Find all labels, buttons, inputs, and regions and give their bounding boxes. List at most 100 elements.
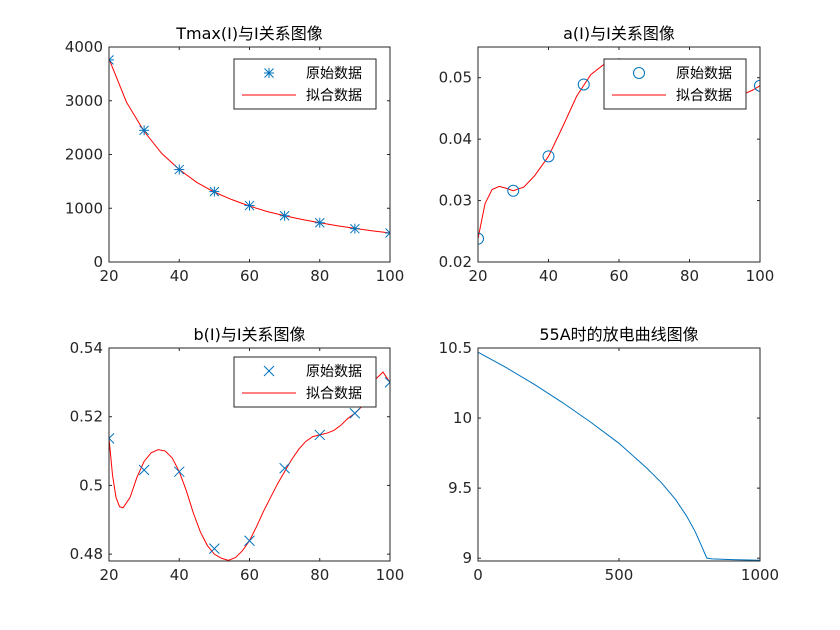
b-data-point-4 xyxy=(244,535,255,547)
b-data-point-5 xyxy=(279,462,290,474)
b-y-tick-label-0: 0.48 xyxy=(70,545,103,563)
tmax-chart-title: Tmax(I)与I关系图像 xyxy=(175,24,323,43)
tmax-x-tick-label-4: 100 xyxy=(376,267,405,285)
b-data-point-8 xyxy=(384,377,390,388)
b-data-point-0-stroke-1 xyxy=(109,437,115,444)
b-x-tick-label-0: 20 xyxy=(99,566,118,584)
b-data-point-4-stroke-2 xyxy=(244,535,255,547)
b-data xyxy=(109,371,390,561)
tmax-x-tick-label-2: 60 xyxy=(240,267,259,285)
tmax-data-point-4 xyxy=(244,200,255,211)
b-data-point-0 xyxy=(109,432,115,444)
a-legend-label-1: 拟合数据 xyxy=(676,88,732,104)
b-data-point-5-stroke-2 xyxy=(279,462,290,474)
a-data-point-8-shape xyxy=(754,79,760,92)
subplot-discharge: 55A时的放电曲线图像 0 500 1000 9 9.5 10 10.5 xyxy=(439,325,780,584)
tmax-legend-marker-0-stroke-4 xyxy=(264,68,274,78)
b-data-point-1-stroke-2 xyxy=(138,464,150,476)
discharge-plot-area xyxy=(478,348,760,561)
a-legend-box xyxy=(603,58,747,110)
tmax-y-tick-label-1: 1000 xyxy=(65,199,103,217)
b-chart-title: b(I)与I关系图像 xyxy=(193,325,305,344)
a-legend-marker-0-shape xyxy=(633,67,645,79)
discharge-y-tick-label-2: 10 xyxy=(453,409,472,427)
tmax-x-tick-label-3: 80 xyxy=(310,267,329,285)
a-data-point-2-shape xyxy=(542,150,555,163)
a-chart-title: a(I)与I关系图像 xyxy=(563,24,675,43)
tmax-data-point-4-stroke-4 xyxy=(244,200,255,211)
b-data-point-8-stroke-2 xyxy=(384,381,390,388)
a-y-tick-label-2: 0.04 xyxy=(439,130,472,148)
subplot-tmax: Tmax(I)与I关系图像 20 40 60 80 100010002000300040… xyxy=(65,24,405,285)
b-data-point-3 xyxy=(209,543,220,554)
tmax-data-point-2-stroke-4 xyxy=(174,164,185,175)
a-data-point-0 xyxy=(478,232,484,245)
tmax-data-point-1-stroke-4 xyxy=(139,125,149,136)
b-data-point-7-stroke-2 xyxy=(349,407,361,419)
b-legend-box xyxy=(233,356,377,408)
discharge-y-tick-label-3: 10.5 xyxy=(439,339,472,357)
a-x-tick-label-0: 20 xyxy=(468,267,487,285)
b-y-tick-label-1: 0.5 xyxy=(79,476,103,494)
b-legend-marker-0-stroke-2 xyxy=(263,365,275,377)
tmax-data-point-6 xyxy=(314,217,325,228)
discharge-x-tick-label-0: 0 xyxy=(473,566,483,584)
b-data-point-0-stroke-2 xyxy=(109,432,115,440)
b-data-point-3-stroke-2 xyxy=(209,543,220,554)
a-data-point-1 xyxy=(507,184,520,197)
tmax-data-point-7 xyxy=(349,223,360,234)
b-data-point-6-stroke-2 xyxy=(314,429,326,441)
discharge-data xyxy=(478,351,760,561)
tmax-data-point-6-stroke-4 xyxy=(314,217,325,228)
b-legend-label-0: 原始数据 xyxy=(306,364,362,380)
b-legend-label-1: 拟合数据 xyxy=(306,386,362,402)
b-data-point-2-stroke-2 xyxy=(173,466,185,478)
a-x-tick-label-2: 60 xyxy=(609,267,628,285)
a-data-point-0-shape xyxy=(478,232,484,245)
tmax-y-tick-label-3: 3000 xyxy=(65,92,103,110)
discharge-x-tick-label-2: 1000 xyxy=(741,566,779,584)
tmax-data-point-8-stroke-4 xyxy=(385,232,390,238)
a-x-tick-label-1: 40 xyxy=(539,267,558,285)
tmax-data-point-0-stroke-4 xyxy=(109,55,114,61)
tmax-data-point-0 xyxy=(109,54,114,65)
a-x-tick-label-3: 80 xyxy=(680,267,699,285)
b-data-point-2 xyxy=(173,466,185,478)
tmax-legend-label-0: 原始数据 xyxy=(306,66,362,82)
a-y-tick-label-1: 0.03 xyxy=(439,192,472,210)
b-data-point-1 xyxy=(138,464,150,476)
discharge-y-tick-label-0: 9 xyxy=(462,549,472,567)
discharge-y-tick-label-1: 9.5 xyxy=(448,479,472,497)
tmax-y-tick-label-4: 4000 xyxy=(65,38,103,56)
a-data-point-3-shape xyxy=(577,78,590,91)
tmax-legend-marker-0 xyxy=(264,68,274,78)
b-data-point-8-stroke-1 xyxy=(384,377,390,384)
tmax-data-point-7-stroke-4 xyxy=(350,223,360,234)
tmax-y-tick-label-0: 0 xyxy=(93,253,103,271)
b-x-tick-label-2: 60 xyxy=(240,566,259,584)
tmax-x-tick-label-1: 40 xyxy=(170,267,189,285)
tmax-data-point-0-stroke-3 xyxy=(109,59,114,65)
tmax-data-point-2 xyxy=(174,164,185,175)
a-legend-label-0: 原始数据 xyxy=(676,66,732,82)
b-y-tick-label-2: 0.52 xyxy=(70,408,103,426)
a-y-tick-label-0: 0.02 xyxy=(439,253,472,271)
a-x-tick-label-4: 100 xyxy=(746,267,775,285)
tmax-data-point-8-stroke-3 xyxy=(385,228,390,234)
subplot-a: a(I)与I关系图像 20 40 60 80 100 0.02 0.03 0.04 0.05 原始… xyxy=(439,24,775,285)
tmax-data-point-5 xyxy=(279,210,290,221)
b-x-tick-label-1: 40 xyxy=(170,566,189,584)
tmax-data xyxy=(109,54,390,238)
discharge-x-tick-label-1: 500 xyxy=(605,566,634,584)
b-data-point-7 xyxy=(349,407,361,419)
a-data-point-2 xyxy=(542,150,555,163)
a-data-point-1-shape xyxy=(507,184,520,197)
tmax-y-tick-label-2: 2000 xyxy=(65,146,103,164)
tmax-data-point-8 xyxy=(385,227,390,238)
a-y-tick-label-3: 0.05 xyxy=(439,69,472,87)
tmax-data-point-1 xyxy=(139,125,150,136)
